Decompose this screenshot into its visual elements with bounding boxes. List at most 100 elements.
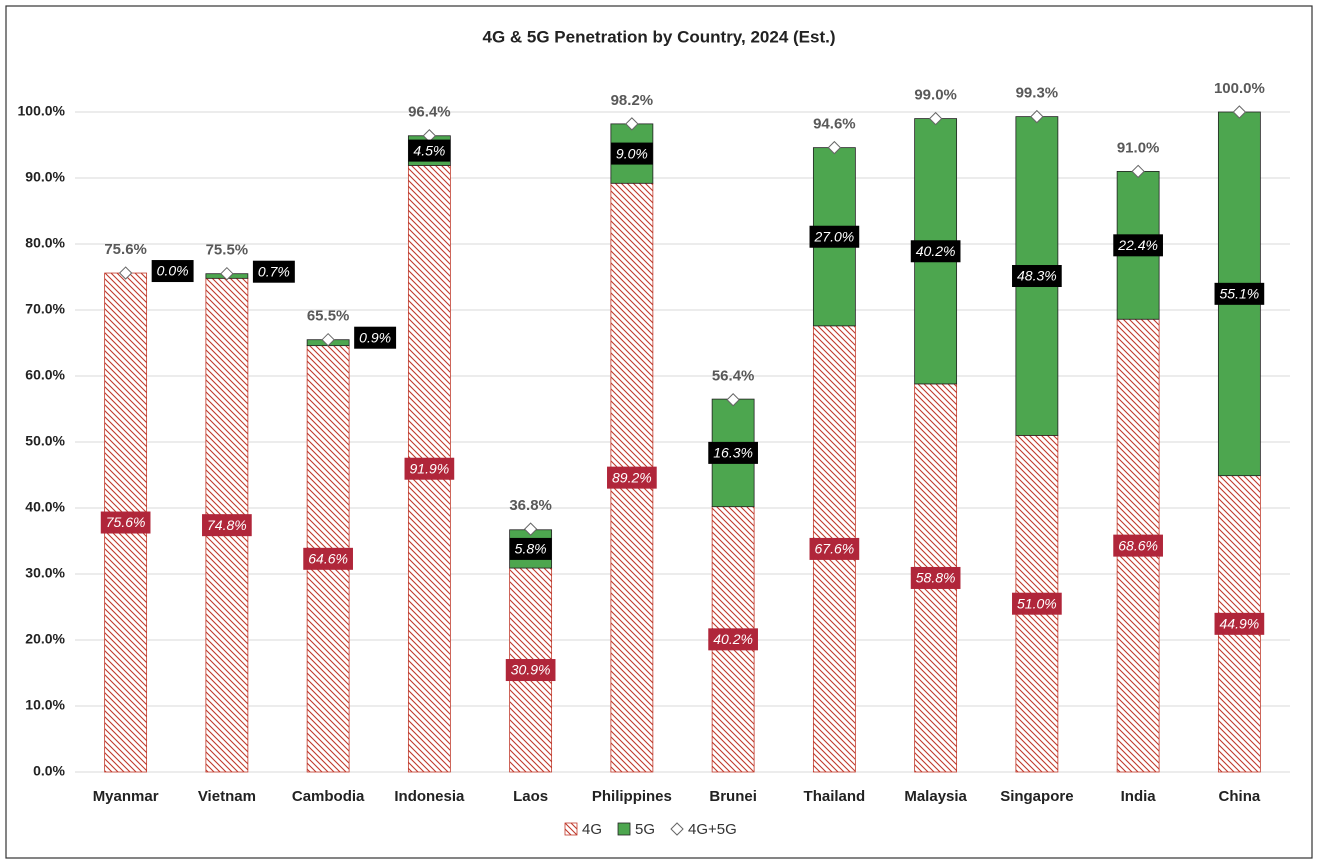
legend-swatch xyxy=(564,822,578,836)
x-tick-label: Laos xyxy=(513,788,548,805)
x-tick-label: Myanmar xyxy=(93,788,159,805)
data-label: 9.0% xyxy=(616,145,648,161)
y-tick-label: 30.0% xyxy=(25,565,65,581)
total-marker xyxy=(827,140,842,155)
x-tick-label: Singapore xyxy=(1000,788,1073,805)
data-label: 74.8% xyxy=(207,517,247,533)
x-tick-label: Philippines xyxy=(592,788,672,805)
data-label-box xyxy=(151,260,194,283)
total-marker xyxy=(726,393,740,407)
data-label-box xyxy=(910,566,961,589)
y-tick-label: 80.0% xyxy=(25,235,65,251)
total-marker xyxy=(928,111,943,126)
data-label-box xyxy=(809,225,860,248)
data-label: 0.7% xyxy=(258,263,290,279)
x-tick-label: Indonesia xyxy=(394,788,465,805)
total-label: 91.0% xyxy=(1117,139,1160,156)
y-tick-label: 90.0% xyxy=(25,169,65,185)
x-tick-label: Cambodia xyxy=(292,788,365,805)
data-label: 5.8% xyxy=(515,541,547,557)
x-tick-label: Malaysia xyxy=(904,788,967,805)
total-label: 65.5% xyxy=(307,308,350,325)
data-label-box xyxy=(202,514,252,537)
data-label: 48.3% xyxy=(1017,268,1057,284)
total-label: 100.0% xyxy=(1214,80,1265,97)
data-label: 58.8% xyxy=(916,570,956,586)
y-tick-label: 0.0% xyxy=(33,763,65,779)
data-label-box xyxy=(1214,612,1265,635)
data-label-box xyxy=(408,139,451,162)
data-label-box xyxy=(100,511,151,534)
total-label: 36.8% xyxy=(509,497,552,514)
data-label: 40.2% xyxy=(713,631,753,647)
total-label: 98.2% xyxy=(611,92,654,109)
total-label: 94.6% xyxy=(813,116,856,133)
data-label-box xyxy=(809,537,860,560)
data-label: 0.9% xyxy=(359,329,391,345)
data-label-box xyxy=(252,260,295,283)
data-label: 64.6% xyxy=(308,551,348,567)
data-label: 68.6% xyxy=(1118,537,1158,553)
legend: 4G 5G 4G+5G xyxy=(564,821,737,838)
x-tick-label: India xyxy=(1121,788,1157,805)
total-label: 99.0% xyxy=(914,87,957,104)
legend-label: 4G+5G xyxy=(688,821,737,838)
x-tick-label: Brunei xyxy=(709,788,757,805)
total-marker xyxy=(625,117,639,131)
legend-swatch xyxy=(670,822,684,836)
data-label: 51.0% xyxy=(1017,595,1057,611)
total-marker xyxy=(118,266,133,280)
data-label-box xyxy=(404,457,455,480)
total-marker xyxy=(523,522,538,536)
data-label-box xyxy=(708,441,758,464)
total-label: 99.3% xyxy=(1016,85,1059,102)
y-tick-label: 50.0% xyxy=(25,433,65,449)
data-label-box xyxy=(610,142,653,165)
data-label: 27.0% xyxy=(814,228,855,244)
data-label-box xyxy=(303,547,353,570)
data-label-box xyxy=(708,628,758,651)
data-label-box xyxy=(354,326,397,349)
data-label-box xyxy=(505,659,556,682)
legend-label: 4G xyxy=(582,821,602,838)
data-label: 30.9% xyxy=(511,662,551,678)
y-tick-label: 70.0% xyxy=(25,301,65,317)
total-marker xyxy=(1131,164,1145,179)
x-tick-label: Thailand xyxy=(804,788,866,805)
data-label: 55.1% xyxy=(1220,286,1260,302)
data-label-box xyxy=(1012,265,1062,288)
data-label: 91.9% xyxy=(410,460,450,476)
data-label: 40.2% xyxy=(916,243,956,259)
data-label-box xyxy=(1113,234,1163,257)
data-label-box xyxy=(509,537,552,560)
data-label-box xyxy=(607,466,657,489)
data-label-box xyxy=(910,240,961,263)
data-label-box xyxy=(1012,592,1062,615)
y-tick-label: 10.0% xyxy=(25,697,65,713)
total-marker xyxy=(1030,109,1044,124)
total-label: 75.5% xyxy=(206,242,249,259)
data-label-box xyxy=(1214,282,1265,305)
chart-frame xyxy=(5,5,1313,859)
data-label: 16.3% xyxy=(713,445,753,461)
x-tick-label: China xyxy=(1219,788,1261,805)
y-tick-label: 40.0% xyxy=(25,499,65,515)
legend-label: 5G xyxy=(635,821,655,838)
y-tick-label: 100.0% xyxy=(18,103,66,119)
legend-swatch xyxy=(617,822,631,836)
x-tick-label: Vietnam xyxy=(198,788,256,805)
total-label: 56.4% xyxy=(712,368,755,385)
total-marker xyxy=(321,332,335,347)
total-label: 75.6% xyxy=(104,241,147,258)
total-marker xyxy=(220,266,234,281)
total-marker xyxy=(1232,105,1247,119)
data-label: 75.6% xyxy=(106,514,146,530)
data-label-box xyxy=(1113,534,1163,557)
total-label: 96.4% xyxy=(408,104,451,121)
data-label: 4.5% xyxy=(413,142,445,158)
chart-title: 4G & 5G Penetration by Country, 2024 (Es… xyxy=(483,27,836,46)
y-tick-label: 20.0% xyxy=(25,631,65,647)
data-label: 0.0% xyxy=(157,263,189,279)
data-label: 67.6% xyxy=(815,541,855,557)
